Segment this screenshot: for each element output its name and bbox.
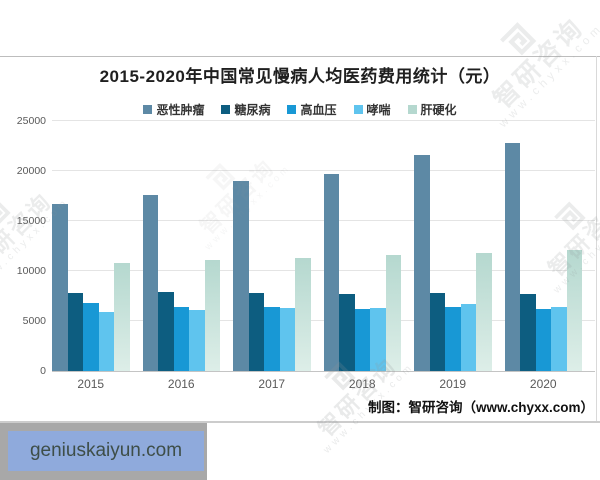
bar-group-2015 (52, 121, 143, 371)
credit-text: 制图：智研咨询（www.chyxx.com） (367, 400, 594, 415)
bar (233, 181, 249, 371)
legend-label: 肝硬化 (420, 103, 457, 117)
bar (323, 174, 339, 371)
legend-swatch-icon (407, 105, 417, 114)
legend-item: 恶性肿瘤 (143, 101, 204, 118)
bar (114, 263, 130, 371)
bar-group-2017 (233, 121, 324, 371)
bar (98, 312, 114, 371)
bar (204, 260, 220, 371)
bar (83, 303, 99, 371)
bar (504, 143, 520, 371)
x-axis-labels: 2015 2016 2017 2018 2019 2020 (52, 377, 595, 391)
chart-title: 2015-2020年中国常见慢病人均医药费用统计（元） (99, 67, 501, 86)
bar-group-2018 (323, 121, 415, 371)
x-axis-label: 2016 (167, 377, 195, 391)
chart-frame-right-border (596, 56, 597, 421)
y-tick-label: 15000 (16, 215, 46, 227)
bars-row (52, 121, 595, 371)
legend-label: 哮喘 (366, 103, 391, 117)
plot-area (52, 120, 595, 372)
bar (414, 155, 430, 371)
bar (566, 250, 582, 371)
y-tick-label: 20000 (16, 165, 46, 177)
bar (52, 204, 68, 371)
legend-item: 高血压 (287, 101, 337, 118)
legend-swatch-icon (221, 105, 231, 114)
bar (173, 307, 189, 371)
y-tick-label: 0 (40, 365, 46, 377)
bar (385, 255, 401, 371)
legend-swatch-icon (353, 105, 363, 114)
x-axis-label: 2018 (348, 377, 376, 391)
x-axis-label: 2019 (439, 377, 467, 391)
legend-item: 肝硬化 (407, 101, 457, 118)
legend-swatch-icon (143, 105, 153, 114)
legend-label: 高血压 (300, 103, 337, 117)
domain-badge: geniuskaiyun.com (8, 431, 204, 471)
bar (248, 293, 264, 371)
legend-item: 哮喘 (353, 101, 391, 118)
bar (460, 304, 476, 371)
y-tick-label: 10000 (16, 265, 46, 277)
bar (535, 309, 551, 371)
legend-item: 糖尿病 (221, 101, 270, 118)
bar (476, 253, 492, 371)
bar (158, 292, 174, 371)
bar (445, 307, 461, 371)
legend-label: 糖尿病 (234, 103, 271, 117)
bar-group-2020 (504, 121, 596, 371)
bar (295, 258, 311, 371)
y-tick-label: 5000 (22, 315, 46, 327)
bar (67, 293, 83, 371)
bar (279, 308, 295, 371)
legend-swatch-icon (287, 105, 297, 114)
bar-group-2019 (414, 121, 505, 371)
x-axis-label: 2020 (529, 377, 557, 391)
bar (520, 294, 536, 371)
bar (264, 307, 280, 371)
legend: 恶性肿瘤 糖尿病 高血压 哮喘 肝硬化 (0, 101, 600, 118)
gridline (52, 120, 595, 121)
bottom-divider (0, 421, 600, 423)
bar (339, 294, 355, 371)
bar (370, 308, 386, 371)
y-tick-label: 25000 (16, 115, 46, 127)
legend-label: 恶性肿瘤 (156, 103, 205, 117)
gridline (52, 170, 595, 171)
chart-frame-top-border (0, 56, 600, 57)
bar-group-2016 (142, 121, 234, 371)
bar (429, 293, 445, 371)
x-axis-line (52, 371, 595, 372)
x-axis-label: 2017 (258, 377, 286, 391)
bar (142, 195, 158, 371)
x-axis-label: 2015 (77, 377, 105, 391)
bar (551, 307, 567, 371)
y-axis-labels: 0 5000 10000 15000 20000 25000 (0, 115, 46, 377)
bar (189, 310, 205, 371)
bar (354, 309, 370, 371)
